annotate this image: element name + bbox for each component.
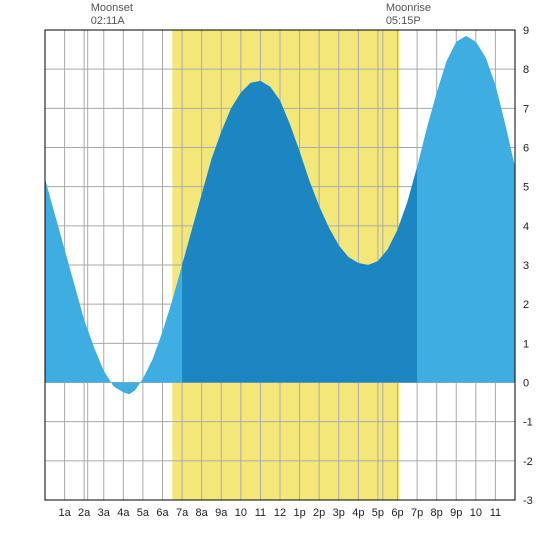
x-tick-label: 2a: [78, 507, 91, 519]
y-tick-label: 6: [523, 143, 529, 155]
annotation-time: 05:15P: [386, 15, 431, 28]
x-tick-label: 6p: [391, 507, 403, 519]
annotation-title: Moonset: [91, 2, 133, 15]
y-tick-label: 7: [523, 103, 529, 115]
x-tick-label: 9p: [450, 507, 462, 519]
y-tick-label: -1: [523, 417, 533, 429]
y-tick-label: 4: [523, 221, 529, 233]
x-tick-label: 11: [255, 507, 266, 519]
x-tick-label: 5a: [137, 507, 150, 519]
x-tick-label: 9a: [215, 507, 228, 519]
x-tick-label: 3a: [98, 507, 111, 519]
y-tick-label: 3: [523, 260, 529, 272]
x-tick-label: 1a: [58, 507, 71, 519]
x-tick-label: 12: [274, 507, 286, 519]
annotation-label: Moonrise05:15P: [386, 2, 431, 28]
x-tick-label: 6a: [156, 507, 169, 519]
y-tick-label: 1: [523, 338, 529, 350]
x-tick-label: 10: [470, 507, 482, 519]
y-tick-label: 9: [523, 25, 529, 37]
x-tick-label: 8a: [196, 507, 209, 519]
annotation-label: Moonset02:11A: [91, 2, 133, 28]
chart-canvas: -3-2-101234567891a2a3a4a5a6a7a8a9a101112…: [0, 0, 550, 550]
x-tick-label: 11: [490, 507, 501, 519]
y-tick-label: 0: [523, 378, 529, 390]
annotation-time: 02:11A: [91, 15, 133, 28]
x-tick-label: 2p: [313, 507, 325, 519]
y-tick-label: 2: [523, 299, 529, 311]
x-tick-label: 10: [235, 507, 247, 519]
x-tick-label: 7p: [411, 507, 423, 519]
x-tick-label: 3p: [333, 507, 345, 519]
y-tick-label: -2: [523, 456, 533, 468]
x-tick-label: 1p: [293, 507, 305, 519]
y-tick-label: 5: [523, 182, 529, 194]
tide-chart: -3-2-101234567891a2a3a4a5a6a7a8a9a101112…: [0, 0, 550, 550]
x-tick-label: 4a: [117, 507, 130, 519]
x-tick-label: 7a: [176, 507, 189, 519]
annotation-title: Moonrise: [386, 2, 431, 15]
y-tick-label: -3: [523, 495, 533, 507]
y-tick-label: 8: [523, 64, 529, 76]
x-tick-label: 5p: [372, 507, 384, 519]
x-tick-label: 8p: [431, 507, 443, 519]
x-tick-label: 4p: [352, 507, 364, 519]
